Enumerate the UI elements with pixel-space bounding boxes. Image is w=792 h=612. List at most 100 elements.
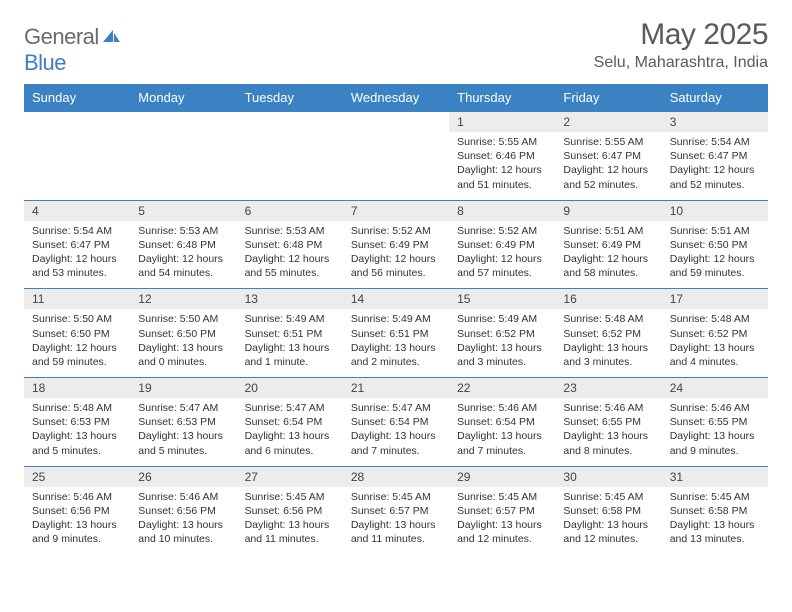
day-number: 13 <box>237 289 343 310</box>
sunrise-line: Sunrise: 5:45 AM <box>563 490 653 504</box>
weekday-header: Friday <box>555 84 661 112</box>
sunset-line: Sunset: 6:52 PM <box>457 327 547 341</box>
weekday-header: Saturday <box>662 84 768 112</box>
day-number: 23 <box>555 378 661 399</box>
daylight-line: Daylight: 13 hours and 9 minutes. <box>670 429 760 457</box>
weekday-header: Monday <box>130 84 236 112</box>
day-number: 10 <box>662 200 768 221</box>
sunrise-line: Sunrise: 5:45 AM <box>670 490 760 504</box>
weekday-header-row: SundayMondayTuesdayWednesdayThursdayFrid… <box>24 84 768 112</box>
day-number: 27 <box>237 466 343 487</box>
sunrise-line: Sunrise: 5:46 AM <box>670 401 760 415</box>
sunset-line: Sunset: 6:55 PM <box>563 415 653 429</box>
day-data: Sunrise: 5:45 AMSunset: 6:58 PMDaylight:… <box>662 487 768 555</box>
sunrise-line: Sunrise: 5:52 AM <box>457 224 547 238</box>
day-number: 7 <box>343 200 449 221</box>
sunrise-line: Sunrise: 5:49 AM <box>457 312 547 326</box>
daylight-line: Daylight: 13 hours and 13 minutes. <box>670 518 760 546</box>
daylight-line: Daylight: 12 hours and 56 minutes. <box>351 252 441 280</box>
sunset-line: Sunset: 6:54 PM <box>351 415 441 429</box>
sunset-line: Sunset: 6:47 PM <box>670 149 760 163</box>
daylight-line: Daylight: 13 hours and 11 minutes. <box>351 518 441 546</box>
day-number: 17 <box>662 289 768 310</box>
sunset-line: Sunset: 6:54 PM <box>457 415 547 429</box>
sunset-line: Sunset: 6:49 PM <box>351 238 441 252</box>
weekday-header: Thursday <box>449 84 555 112</box>
day-number: 4 <box>24 200 130 221</box>
daylight-line: Daylight: 12 hours and 52 minutes. <box>670 163 760 191</box>
sunrise-line: Sunrise: 5:45 AM <box>245 490 335 504</box>
sunset-line: Sunset: 6:48 PM <box>138 238 228 252</box>
sunset-line: Sunset: 6:52 PM <box>670 327 760 341</box>
sunset-line: Sunset: 6:46 PM <box>457 149 547 163</box>
daylight-line: Daylight: 13 hours and 7 minutes. <box>351 429 441 457</box>
week-number-row: 18192021222324 <box>24 378 768 399</box>
weekday-header: Sunday <box>24 84 130 112</box>
week-data-row: Sunrise: 5:54 AMSunset: 6:47 PMDaylight:… <box>24 221 768 289</box>
day-data: Sunrise: 5:45 AMSunset: 6:57 PMDaylight:… <box>343 487 449 555</box>
empty-cell <box>237 112 343 133</box>
daylight-line: Daylight: 13 hours and 10 minutes. <box>138 518 228 546</box>
empty-cell <box>343 112 449 133</box>
sunset-line: Sunset: 6:51 PM <box>351 327 441 341</box>
daylight-line: Daylight: 13 hours and 9 minutes. <box>32 518 122 546</box>
daylight-line: Daylight: 13 hours and 5 minutes. <box>32 429 122 457</box>
sunrise-line: Sunrise: 5:51 AM <box>563 224 653 238</box>
empty-cell <box>130 132 236 200</box>
sunrise-line: Sunrise: 5:46 AM <box>457 401 547 415</box>
sunset-line: Sunset: 6:56 PM <box>245 504 335 518</box>
day-number: 12 <box>130 289 236 310</box>
sunrise-line: Sunrise: 5:51 AM <box>670 224 760 238</box>
weekday-header: Tuesday <box>237 84 343 112</box>
brand-name: GeneralBlue <box>24 24 121 76</box>
week-data-row: Sunrise: 5:46 AMSunset: 6:56 PMDaylight:… <box>24 487 768 555</box>
sunrise-line: Sunrise: 5:53 AM <box>245 224 335 238</box>
title-block: May 2025 Selu, Maharashtra, India <box>594 18 768 72</box>
day-data: Sunrise: 5:53 AMSunset: 6:48 PMDaylight:… <box>130 221 236 289</box>
empty-cell <box>130 112 236 133</box>
sunset-line: Sunset: 6:48 PM <box>245 238 335 252</box>
sunrise-line: Sunrise: 5:53 AM <box>138 224 228 238</box>
daylight-line: Daylight: 12 hours and 52 minutes. <box>563 163 653 191</box>
sunrise-line: Sunrise: 5:45 AM <box>351 490 441 504</box>
day-data: Sunrise: 5:49 AMSunset: 6:51 PMDaylight:… <box>343 309 449 377</box>
day-data: Sunrise: 5:45 AMSunset: 6:58 PMDaylight:… <box>555 487 661 555</box>
daylight-line: Daylight: 13 hours and 12 minutes. <box>563 518 653 546</box>
brand-logo: GeneralBlue <box>24 18 121 76</box>
daylight-line: Daylight: 13 hours and 4 minutes. <box>670 341 760 369</box>
day-number: 31 <box>662 466 768 487</box>
day-data: Sunrise: 5:46 AMSunset: 6:54 PMDaylight:… <box>449 398 555 466</box>
sunrise-line: Sunrise: 5:48 AM <box>563 312 653 326</box>
day-data: Sunrise: 5:45 AMSunset: 6:56 PMDaylight:… <box>237 487 343 555</box>
day-data: Sunrise: 5:46 AMSunset: 6:56 PMDaylight:… <box>130 487 236 555</box>
sunset-line: Sunset: 6:49 PM <box>457 238 547 252</box>
daylight-line: Daylight: 12 hours and 54 minutes. <box>138 252 228 280</box>
week-data-row: Sunrise: 5:48 AMSunset: 6:53 PMDaylight:… <box>24 398 768 466</box>
sunrise-line: Sunrise: 5:47 AM <box>138 401 228 415</box>
sunrise-line: Sunrise: 5:54 AM <box>670 135 760 149</box>
sunrise-line: Sunrise: 5:52 AM <box>351 224 441 238</box>
day-data: Sunrise: 5:54 AMSunset: 6:47 PMDaylight:… <box>24 221 130 289</box>
day-number: 30 <box>555 466 661 487</box>
sunrise-line: Sunrise: 5:49 AM <box>351 312 441 326</box>
day-data: Sunrise: 5:50 AMSunset: 6:50 PMDaylight:… <box>24 309 130 377</box>
day-number: 20 <box>237 378 343 399</box>
sunrise-line: Sunrise: 5:48 AM <box>670 312 760 326</box>
sunrise-line: Sunrise: 5:50 AM <box>138 312 228 326</box>
day-data: Sunrise: 5:47 AMSunset: 6:53 PMDaylight:… <box>130 398 236 466</box>
day-number: 16 <box>555 289 661 310</box>
sunset-line: Sunset: 6:50 PM <box>32 327 122 341</box>
sunset-line: Sunset: 6:51 PM <box>245 327 335 341</box>
sunrise-line: Sunrise: 5:55 AM <box>563 135 653 149</box>
location: Selu, Maharashtra, India <box>594 54 768 72</box>
week-number-row: 25262728293031 <box>24 466 768 487</box>
daylight-line: Daylight: 13 hours and 3 minutes. <box>457 341 547 369</box>
day-number: 1 <box>449 112 555 133</box>
sunset-line: Sunset: 6:57 PM <box>457 504 547 518</box>
day-data: Sunrise: 5:55 AMSunset: 6:47 PMDaylight:… <box>555 132 661 200</box>
daylight-line: Daylight: 13 hours and 7 minutes. <box>457 429 547 457</box>
sunset-line: Sunset: 6:50 PM <box>670 238 760 252</box>
daylight-line: Daylight: 13 hours and 12 minutes. <box>457 518 547 546</box>
sunrise-line: Sunrise: 5:55 AM <box>457 135 547 149</box>
day-data: Sunrise: 5:53 AMSunset: 6:48 PMDaylight:… <box>237 221 343 289</box>
